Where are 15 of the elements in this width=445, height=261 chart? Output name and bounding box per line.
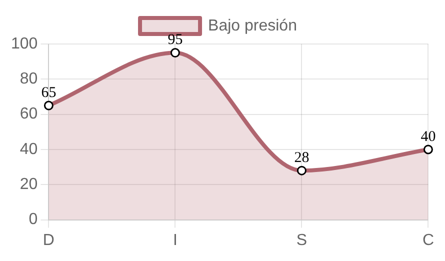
data-label: 95 <box>168 32 183 48</box>
y-tick-label: 100 <box>10 35 38 52</box>
y-tick-label: 0 <box>28 211 38 228</box>
y-tick-label: 80 <box>20 70 38 88</box>
data-label: 28 <box>294 150 310 166</box>
y-tick-label: 60 <box>20 106 38 123</box>
x-tick-label: S <box>296 232 308 249</box>
x-tick-label: C <box>422 232 434 249</box>
data-label: 40 <box>420 128 436 145</box>
x-tick-label: I <box>172 232 178 249</box>
legend-label: Bajo presión <box>208 17 297 34</box>
y-tick-label: 20 <box>20 176 38 194</box>
x-tick-label: D <box>42 232 54 249</box>
y-tick-label: 40 <box>20 140 38 158</box>
data-label: 65 <box>41 84 56 101</box>
